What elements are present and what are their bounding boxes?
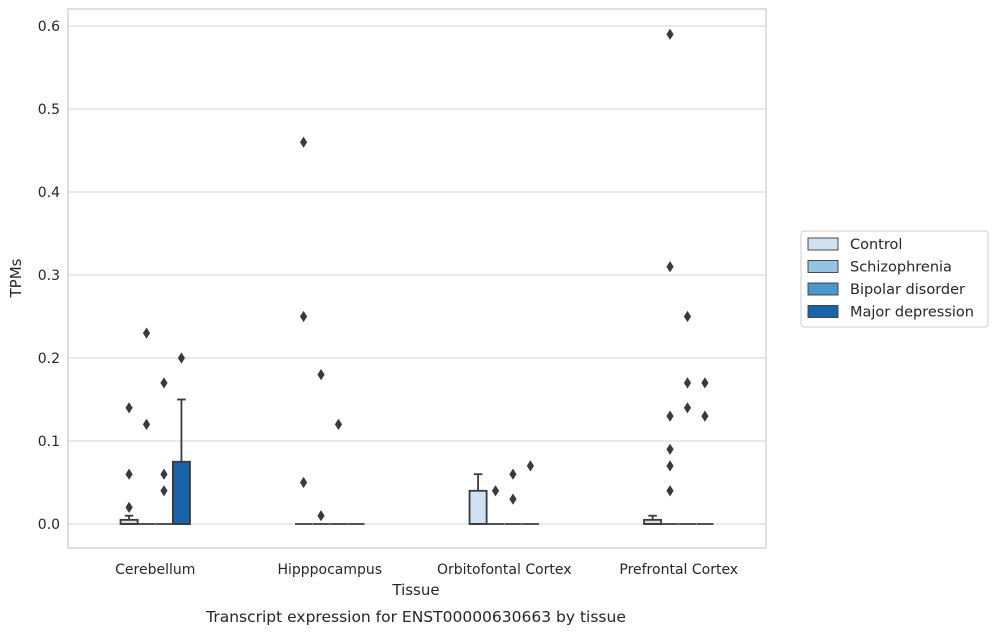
boxes — [119, 28, 714, 525]
outlier-point — [142, 327, 151, 339]
outlier-point — [509, 468, 517, 480]
outlier-point — [666, 410, 674, 422]
outlier-point — [683, 402, 692, 414]
outlier-point — [683, 377, 692, 389]
y-tick-label: 0.2 — [38, 351, 60, 367]
box-group — [678, 310, 697, 525]
outlier-point — [125, 402, 133, 414]
box-group — [504, 468, 522, 525]
outlier-point — [160, 485, 168, 497]
outlier-point — [683, 310, 692, 323]
y-tick-label: 0.1 — [38, 434, 60, 450]
box-iqr — [468, 489, 488, 525]
outlier-point — [177, 352, 186, 364]
outlier-point — [317, 369, 325, 381]
y-tick-label: 0.5 — [38, 102, 60, 118]
legend-swatch — [807, 260, 839, 273]
box-group — [468, 473, 488, 525]
outlier-point — [299, 136, 308, 148]
legend-entries: Control Schizophrenia Bipolar disorder Majo… — [807, 237, 974, 321]
plot-background — [68, 9, 766, 548]
outlier-point — [160, 377, 168, 389]
legend-swatch — [807, 282, 839, 296]
box-group — [486, 485, 505, 525]
outlier-point — [299, 310, 308, 323]
outlier-point — [666, 485, 674, 497]
outlier-point — [666, 261, 674, 273]
y-tick-label: 0.3 — [38, 268, 60, 284]
outlier-point — [666, 443, 674, 455]
outlier-point — [666, 28, 674, 40]
outlier-point — [334, 418, 343, 430]
legend-label: Major depression — [850, 305, 974, 321]
x-tick-label: Orbitofontal Cortex — [437, 562, 572, 578]
figure-caption: Transcript expression for ENST0000063066… — [205, 608, 626, 626]
outlier-point — [299, 476, 308, 489]
box-group — [329, 418, 348, 525]
box-iqr — [171, 460, 191, 525]
outlier-point — [125, 501, 133, 513]
outlier-point — [526, 460, 535, 472]
legend-label: Bipolar disorder — [850, 282, 965, 298]
x-axis-label: Tissue — [391, 581, 439, 599]
outlier-point — [509, 493, 517, 505]
y-tick-label: 0.4 — [38, 185, 60, 201]
y-tick-label: 0.6 — [38, 19, 60, 35]
x-tick-label: Hipppocampus — [277, 562, 382, 578]
x-tick-labels: Cerebellum Hipppocampus Orbitofontal Corte… — [115, 562, 738, 578]
box-group — [171, 352, 191, 525]
outlier-point — [491, 485, 500, 497]
y-tick-labels: 0.0 0.1 0.2 0.3 0.4 0.5 0.6 — [38, 19, 60, 533]
legend-label: Control — [850, 237, 902, 253]
x-tick-label: Prefrontal Cortex — [619, 562, 738, 578]
box-group — [696, 377, 714, 525]
outlier-point — [701, 377, 709, 389]
box-group — [295, 136, 313, 525]
outlier-point — [125, 468, 133, 480]
outlier-point — [666, 460, 674, 472]
legend-label: Schizophrenia — [850, 260, 952, 276]
legend-frame — [800, 230, 989, 328]
legend: Control Schizophrenia Bipolar disorder Majo… — [800, 230, 989, 328]
box-group — [119, 402, 139, 525]
box-group — [137, 327, 156, 525]
y-axis-label: TPMs — [7, 258, 25, 298]
outlier-point — [317, 510, 325, 522]
box-group — [312, 369, 330, 525]
box-group — [521, 460, 539, 525]
legend-swatch — [807, 237, 839, 251]
box-group — [643, 514, 663, 525]
legend-swatch — [807, 305, 839, 318]
x-tick-label: Cerebellum — [115, 562, 195, 578]
plot-frame — [67, 8, 767, 549]
box-group — [661, 28, 679, 525]
outlier-point — [160, 468, 168, 480]
outlier-point — [142, 418, 151, 430]
y-tick-label: 0.0 — [38, 517, 60, 533]
outlier-point — [701, 410, 709, 422]
box-group — [155, 377, 173, 525]
